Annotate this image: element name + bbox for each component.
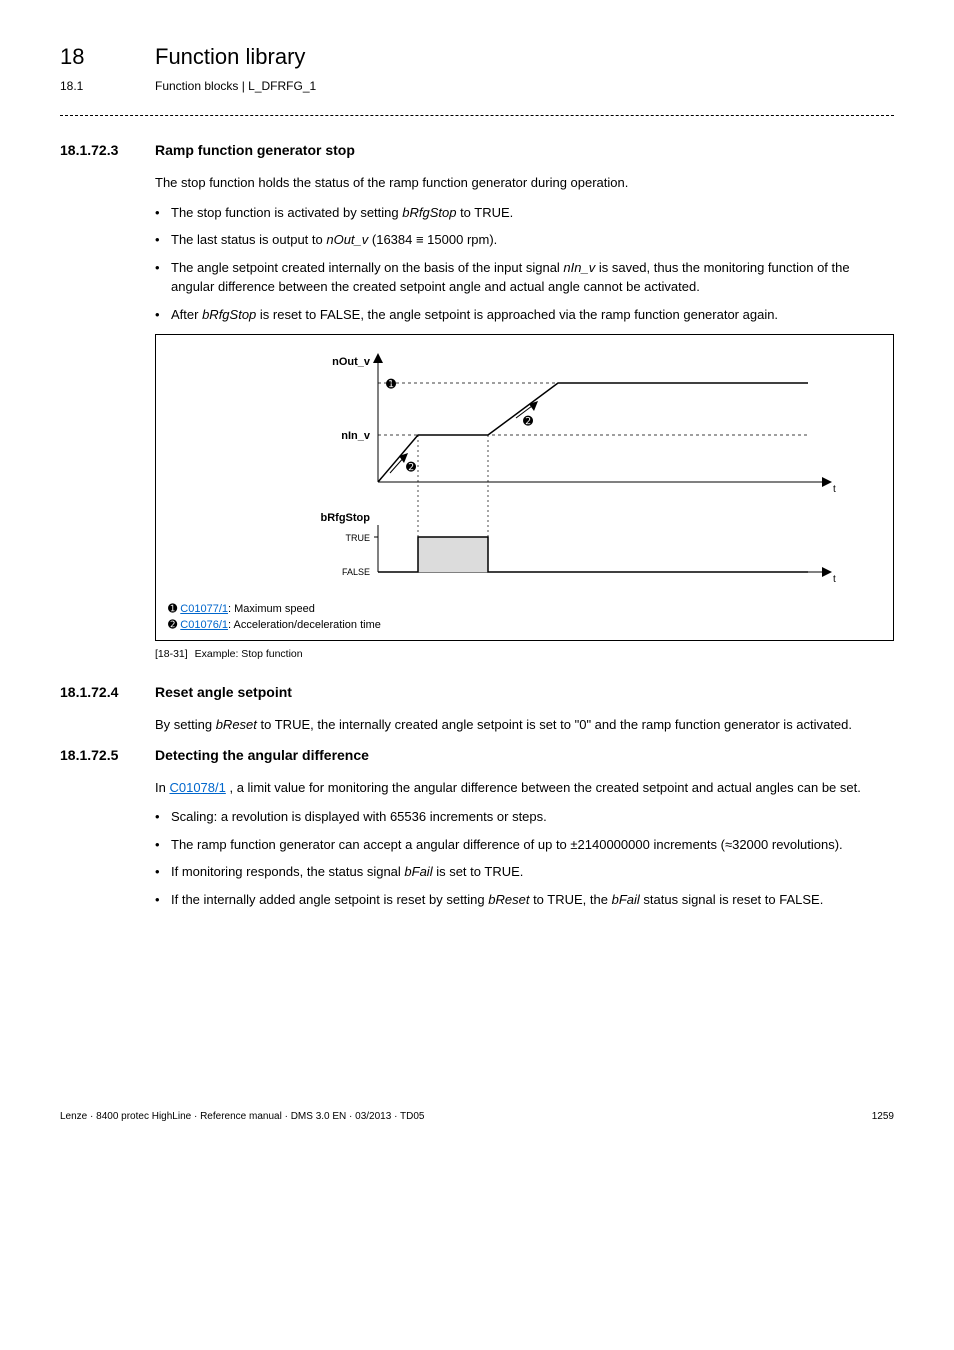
text: The stop function is activated by settin… (171, 205, 402, 220)
subsection-3-header: 18.1.72.5 Detecting the angular differen… (60, 745, 894, 766)
sub3-intro: In C01078/1 , a limit value for monitori… (155, 778, 894, 798)
text: After (171, 307, 202, 322)
label-brfgstop: bRfgStop (321, 512, 371, 524)
subsection-1-number: 18.1.72.3 (60, 140, 155, 161)
text: The ramp function generator can accept a… (171, 837, 843, 852)
sub1-bullet-list: The stop function is activated by settin… (155, 203, 894, 325)
legend-text: : Maximum speed (228, 603, 315, 615)
sub2-text: By setting bReset to TRUE, the internall… (155, 715, 894, 735)
page-footer: Lenze · 8400 protec HighLine · Reference… (60, 1109, 894, 1124)
subsection-2-title: Reset angle setpoint (155, 682, 292, 703)
sub1-intro: The stop function holds the status of th… (155, 173, 894, 193)
section-number: 18.1 (60, 77, 155, 95)
legend-num: ➊ (168, 603, 180, 615)
section-header: 18.1 Function blocks | L_DFRFG_1 (60, 77, 894, 95)
subsection-2-header: 18.1.72.4 Reset angle setpoint (60, 682, 894, 703)
italic-text: bRfgStop (402, 205, 456, 220)
subsection-1-title: Ramp function generator stop (155, 140, 355, 161)
text: (16384 ≡ 15000 rpm). (368, 232, 497, 247)
circle-2a: ➋ (406, 460, 416, 474)
list-item: The last status is output to nOut_v (163… (155, 230, 894, 250)
label-false: FALSE (342, 567, 370, 577)
text: The last status is output to (171, 232, 326, 247)
text: to TRUE. (456, 205, 513, 220)
list-item: If monitoring responds, the status signa… (155, 862, 894, 882)
circle-1: ➊ (386, 377, 396, 391)
subsection-1-header: 18.1.72.3 Ramp function generator stop (60, 140, 894, 161)
text: If the internally added angle setpoint i… (171, 892, 488, 907)
text: By setting (155, 717, 216, 732)
sub3-intro-link[interactable]: C01078/1 (169, 780, 225, 795)
circle-2b: ➋ (523, 414, 533, 428)
footer-page-number: 1259 (872, 1109, 894, 1124)
separator (60, 115, 894, 116)
figure-caption: [18-31] Example: Stop function (155, 647, 894, 663)
subsection-3-number: 18.1.72.5 (60, 745, 155, 766)
list-item: The stop function is activated by settin… (155, 203, 894, 223)
italic-text: bReset (488, 892, 529, 907)
italic-text: bRfgStop (202, 307, 256, 322)
text: status signal is reset to FALSE. (640, 892, 824, 907)
list-item: If the internally added angle setpoint i… (155, 890, 894, 910)
italic-text: bReset (216, 717, 257, 732)
italic-text: nOut_v (326, 232, 368, 247)
legend-line-1: ➊ C01077/1: Maximum speed (168, 601, 881, 618)
axis-label-t2: t (833, 574, 836, 585)
figure-stop-function: t nOut_v ➊ nIn_v ➋ ➋ bRfgStop (155, 334, 894, 641)
text: is set to TRUE. (433, 864, 524, 879)
legend-line-2: ➋ C01076/1: Acceleration/deceleration ti… (168, 617, 881, 634)
caption-text: Example: Stop function (195, 648, 303, 660)
chapter-header: 18 Function library (60, 40, 894, 73)
legend-text: : Acceleration/deceleration time (228, 619, 381, 631)
legend-link-2[interactable]: C01076/1 (180, 619, 228, 631)
axis-label-t: t (833, 484, 836, 495)
text: , a limit value for monitoring the angul… (226, 780, 861, 795)
text: is reset to FALSE, the angle setpoint is… (256, 307, 778, 322)
chapter-number: 18 (60, 40, 155, 73)
text: to TRUE, the internally created angle se… (257, 717, 852, 732)
list-item: After bRfgStop is reset to FALSE, the an… (155, 305, 894, 325)
chapter-title: Function library (155, 40, 305, 73)
legend-num: ➋ (168, 619, 180, 631)
label-nin-v: nIn_v (341, 430, 371, 442)
sub3-bullet-list: Scaling: a revolution is displayed with … (155, 807, 894, 909)
figure-svg: t nOut_v ➊ nIn_v ➋ ➋ bRfgStop (168, 347, 881, 593)
caption-number: [18-31] (155, 648, 188, 660)
subsection-3-title: Detecting the angular difference (155, 745, 369, 766)
text: The angle setpoint created internally on… (171, 260, 563, 275)
text: In (155, 780, 169, 795)
label-nout-v: nOut_v (332, 356, 371, 368)
list-item: The angle setpoint created internally on… (155, 258, 894, 297)
italic-text: nIn_v (563, 260, 595, 275)
section-title: Function blocks | L_DFRFG_1 (155, 77, 316, 95)
list-item: Scaling: a revolution is displayed with … (155, 807, 894, 827)
legend-link-1[interactable]: C01077/1 (180, 603, 228, 615)
label-true: TRUE (346, 533, 371, 543)
text: If monitoring responds, the status signa… (171, 864, 404, 879)
text: to TRUE, the (529, 892, 611, 907)
italic-text: bFail (612, 892, 640, 907)
footer-left: Lenze · 8400 protec HighLine · Reference… (60, 1109, 424, 1124)
subsection-2-number: 18.1.72.4 (60, 682, 155, 703)
italic-text: bFail (404, 864, 432, 879)
list-item: The ramp function generator can accept a… (155, 835, 894, 855)
text: Scaling: a revolution is displayed with … (171, 809, 547, 824)
